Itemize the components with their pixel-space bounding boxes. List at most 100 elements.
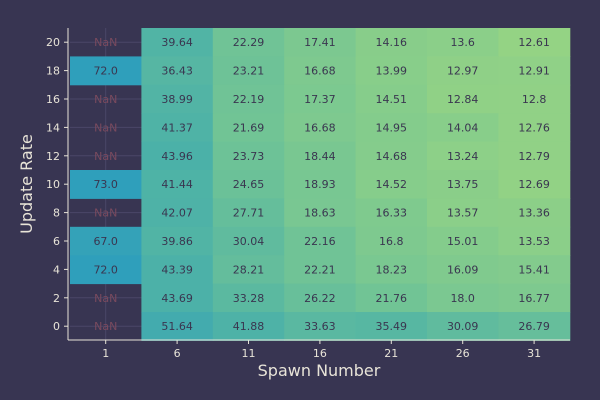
heatmap-cell [498, 141, 571, 171]
heatmap-cell [284, 56, 357, 86]
cell-value-label: 16.68 [304, 121, 336, 134]
y-tick-label: 4 [53, 263, 60, 276]
heatmap-cell [70, 226, 142, 256]
heatmap-cell [355, 84, 428, 114]
cell-value-label: 33.28 [233, 292, 265, 305]
heatmap-cell [141, 226, 214, 256]
cell-value-label: 43.39 [161, 263, 193, 276]
y-tick-label: 14 [46, 121, 60, 134]
heatmap-cell [212, 141, 285, 171]
heatmap-cell [212, 283, 285, 313]
cell-value-label: 12.97 [447, 65, 479, 78]
cell-value-label: 12.69 [518, 178, 550, 191]
cell-value-label: 14.51 [376, 93, 408, 106]
heatmap-cell [498, 198, 571, 228]
heatmap-cell [212, 28, 285, 57]
cell-value-label: 41.44 [161, 178, 193, 191]
cell-value-label: 13.24 [447, 150, 479, 163]
heatmap-cell [498, 283, 571, 313]
heatmap-cell [284, 255, 357, 285]
cell-value-label: 14.16 [376, 36, 408, 49]
missing-value-label: NaN [94, 292, 117, 305]
heatmap-cell [427, 226, 499, 256]
heatmap-cell [355, 113, 428, 143]
missing-value-label: NaN [94, 36, 117, 49]
heatmap-cell [284, 198, 357, 228]
cell-value-label: 14.95 [376, 121, 408, 134]
cell-value-label: 14.52 [376, 178, 408, 191]
x-tick-label: 6 [174, 347, 181, 360]
heatmap-cell [212, 84, 285, 114]
cell-value-label: 41.37 [161, 121, 193, 134]
y-tick-label: 12 [46, 150, 60, 163]
cell-value-label: 73.0 [93, 178, 118, 191]
heatmap-cell [355, 170, 428, 199]
heatmap-cell [498, 226, 571, 256]
heatmap-cells [70, 28, 571, 341]
heatmap-cell [498, 170, 571, 199]
heatmap-cell [427, 28, 499, 57]
cell-value-label: 22.19 [233, 93, 265, 106]
cell-value-label: 16.77 [518, 292, 550, 305]
cell-value-label: 33.63 [304, 320, 336, 333]
heatmap-cell [355, 198, 428, 228]
heatmap-cell [427, 170, 499, 199]
heatmap-cell [141, 113, 214, 143]
heatmap-cell [141, 312, 214, 341]
cell-value-label: 41.88 [233, 320, 265, 333]
heatmap-cell [427, 141, 499, 171]
heatmap-cell [284, 226, 357, 256]
heatmap-cell [355, 141, 428, 171]
heatmap-cell [212, 170, 285, 199]
cell-value-label: 13.99 [376, 65, 408, 78]
missing-value-label: NaN [94, 207, 117, 220]
y-tick-label: 6 [53, 235, 60, 248]
heatmap-cell [141, 283, 214, 313]
heatmap-cell [141, 56, 214, 86]
heatmap-cell [141, 170, 214, 199]
heatmap-cell [498, 312, 571, 341]
cell-value-label: 18.23 [376, 263, 408, 276]
heatmap-cell [355, 28, 428, 57]
missing-value-label: NaN [94, 320, 117, 333]
y-tick-label: 16 [46, 93, 60, 106]
x-axis-label: Spawn Number [258, 361, 381, 380]
cell-value-label: 23.21 [233, 65, 265, 78]
cell-value-label: 12.61 [518, 36, 550, 49]
heatmap-cell [498, 113, 571, 143]
cell-value-label: 16.09 [447, 263, 479, 276]
heatmap-cell [427, 312, 499, 341]
y-tick-label: 18 [46, 65, 60, 78]
heatmap-cell [284, 141, 357, 171]
heatmap-cell [427, 113, 499, 143]
y-tick-label: 20 [46, 36, 60, 49]
cell-value-label: 18.0 [450, 292, 475, 305]
heatmap-cell [70, 56, 142, 86]
heatmap-cell [355, 283, 428, 313]
y-tick-label: 10 [46, 178, 60, 191]
cell-value-label: 17.41 [304, 36, 336, 49]
cell-value-label: 42.07 [161, 207, 193, 220]
heatmap-cell [141, 198, 214, 228]
heatmap-cell [284, 283, 357, 313]
heatmap-cell [70, 255, 142, 285]
cell-value-label: 43.69 [161, 292, 193, 305]
heatmap-cell [141, 141, 214, 171]
cell-value-label: 13.53 [518, 235, 550, 248]
heatmap-cell [498, 56, 571, 86]
cell-value-label: 13.6 [450, 36, 475, 49]
missing-value-label: NaN [94, 121, 117, 134]
cell-value-label: 38.99 [161, 93, 193, 106]
heatmap-cell [355, 255, 428, 285]
cell-value-label: 14.68 [376, 150, 408, 163]
cell-value-label: 14.04 [447, 121, 479, 134]
heatmap-cell [427, 198, 499, 228]
heatmap-cell [212, 113, 285, 143]
x-tick-label: 31 [527, 347, 541, 360]
heatmap-cell [284, 84, 357, 114]
missing-value-label: NaN [94, 150, 117, 163]
cell-value-label: 24.65 [233, 178, 265, 191]
y-tick-label: 2 [53, 292, 60, 305]
cell-value-label: 12.8 [522, 93, 547, 106]
